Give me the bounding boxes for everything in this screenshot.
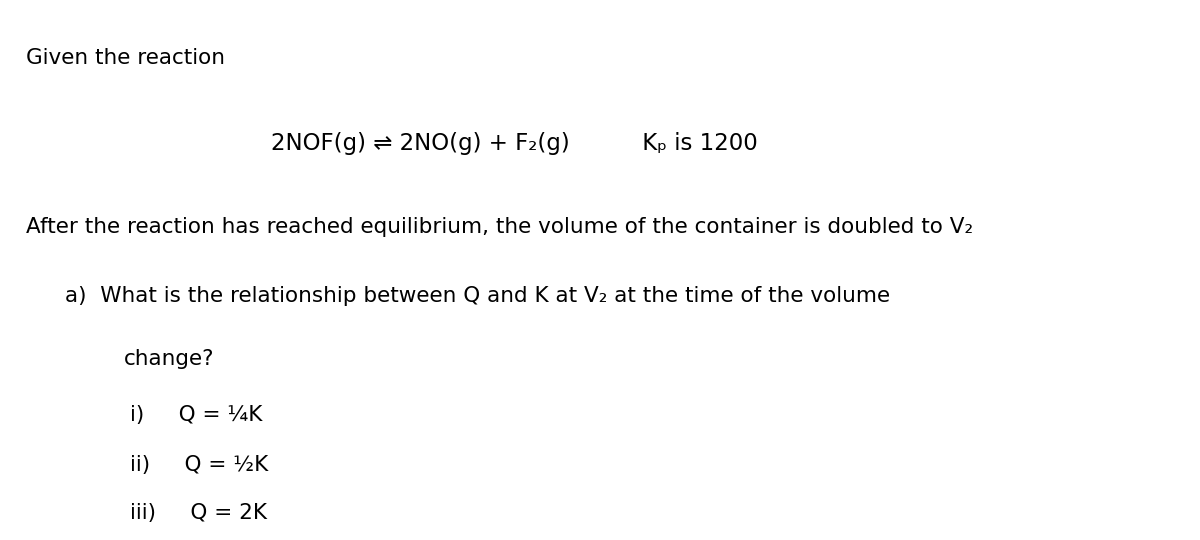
- Text: change?: change?: [124, 349, 215, 369]
- Text: a)  What is the relationship between Q and K at V₂ at the time of the volume: a) What is the relationship between Q an…: [65, 286, 890, 306]
- Text: i)     Q = ¼K: i) Q = ¼K: [130, 405, 262, 425]
- Text: iii)     Q = 2K: iii) Q = 2K: [130, 503, 266, 523]
- Text: 2NOF(g) ⇌ 2NO(g) + F₂(g)          Kₚ is 1200: 2NOF(g) ⇌ 2NO(g) + F₂(g) Kₚ is 1200: [271, 132, 757, 156]
- Text: ii)     Q = ½K: ii) Q = ½K: [130, 455, 268, 475]
- Text: Given the reaction: Given the reaction: [26, 48, 226, 68]
- Text: After the reaction has reached equilibrium, the volume of the container is doubl: After the reaction has reached equilibri…: [26, 217, 973, 237]
